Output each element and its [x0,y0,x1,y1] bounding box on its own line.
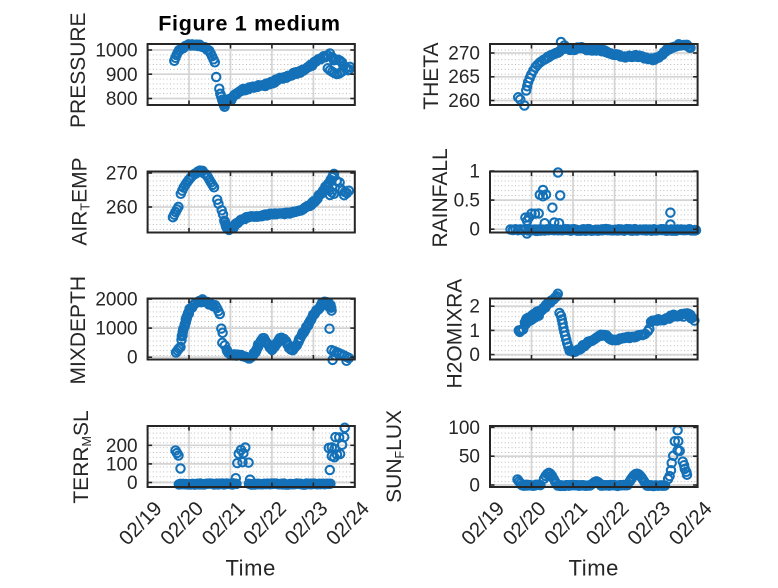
svg-text:2000: 2000 [95,290,137,311]
svg-text:100: 100 [106,454,138,475]
svg-text:800: 800 [106,89,138,110]
svg-text:1000: 1000 [95,319,137,340]
svg-text:Figure 1 medium: Figure 1 medium [158,11,341,35]
svg-text:0: 0 [469,476,480,497]
svg-text:1000: 1000 [95,41,137,62]
svg-text:100: 100 [448,418,480,439]
svg-text:2: 2 [469,297,480,318]
svg-text:TERRM​SL: TERRM​SL [70,410,94,503]
svg-text:0.5: 0.5 [454,191,480,212]
svg-text:RAINFALL: RAINFALL [429,148,452,247]
svg-text:AIRT​EMP: AIRT​EMP [69,157,93,245]
svg-text:PRESSURE: PRESSURE [67,12,90,128]
svg-text:H2OMIXRA: H2OMIXRA [443,279,466,389]
svg-text:1: 1 [469,321,480,342]
svg-text:270: 270 [106,164,138,185]
svg-text:0: 0 [127,348,138,369]
svg-text:200: 200 [106,436,138,457]
svg-text:265: 265 [448,67,480,88]
svg-text:MIXDEPTH: MIXDEPTH [67,276,90,385]
svg-text:1: 1 [469,162,480,183]
svg-text:SUNF​LUX: SUNF​LUX [383,410,407,503]
svg-text:0: 0 [469,345,480,366]
svg-text:Time: Time [225,556,275,581]
svg-text:Time: Time [569,556,619,581]
svg-text:50: 50 [459,447,480,468]
svg-text:THETA: THETA [420,42,443,109]
svg-text:0: 0 [469,220,480,241]
svg-text:0: 0 [127,473,138,494]
svg-text:270: 270 [448,44,480,65]
svg-text:260: 260 [448,91,480,112]
svg-text:260: 260 [106,198,138,219]
svg-text:900: 900 [106,65,138,86]
